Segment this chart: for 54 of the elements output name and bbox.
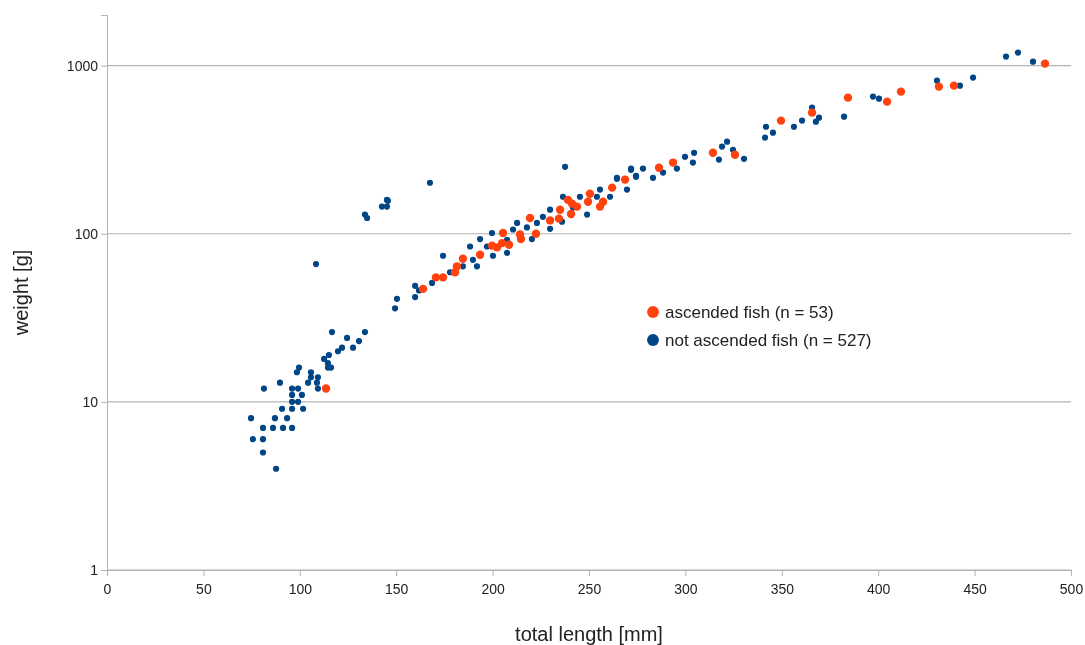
x-tick-label: 400 (867, 581, 891, 598)
point (807, 108, 817, 117)
x-tick-label: 300 (674, 581, 698, 598)
point (607, 183, 617, 192)
point (654, 163, 664, 172)
point (585, 189, 595, 198)
y-tick-label: 1 (90, 561, 99, 578)
point (934, 82, 944, 91)
point (572, 202, 582, 211)
y-tick-label: 10 (82, 393, 99, 410)
point (504, 240, 514, 249)
point (458, 254, 468, 263)
point (708, 148, 718, 157)
x-axis-title: total length [mm] (515, 623, 663, 645)
y-tick-label: 1000 (66, 57, 99, 74)
point (1040, 59, 1050, 68)
x-tick-label: 250 (577, 581, 602, 598)
point (598, 197, 608, 206)
point (896, 87, 906, 96)
y-tick-label: 100 (74, 225, 99, 242)
x-tick-label: 350 (770, 581, 795, 598)
point (882, 97, 892, 106)
point (620, 175, 630, 184)
point (566, 209, 576, 219)
point (418, 284, 428, 294)
x-tick-label: 0 (103, 581, 112, 598)
x-tick-label: 150 (385, 581, 409, 598)
legend-label: ascended fish (n = 53) (665, 303, 834, 322)
point (475, 250, 485, 259)
legend-label: not ascended fish (n = 527) (665, 331, 872, 350)
point (431, 273, 441, 282)
point (776, 116, 786, 125)
x-tick-label: 50 (196, 581, 212, 598)
point (949, 81, 959, 90)
point (554, 214, 564, 223)
point (497, 238, 507, 248)
point (545, 216, 555, 225)
point (583, 197, 593, 206)
point (438, 273, 448, 282)
point (730, 150, 740, 159)
x-tick-label: 500 (1059, 581, 1084, 598)
y-axis-title: weight [g] (10, 249, 32, 337)
point (531, 229, 541, 238)
x-tick-label: 200 (481, 581, 505, 598)
point (321, 384, 331, 393)
point (498, 228, 508, 238)
point (515, 230, 525, 239)
point (668, 158, 678, 167)
point (525, 213, 535, 223)
point (450, 268, 460, 277)
x-tick-label: 100 (288, 581, 313, 598)
x-tick-label: 450 (963, 581, 987, 598)
point (555, 205, 565, 214)
point (843, 93, 853, 102)
